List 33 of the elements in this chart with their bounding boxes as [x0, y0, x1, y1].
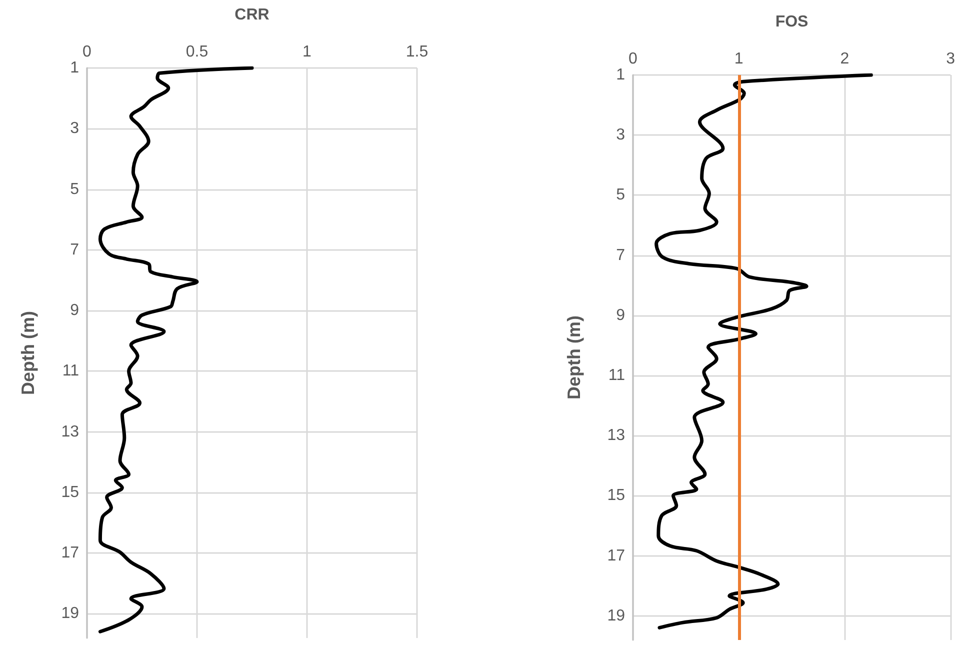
x-axis-title: CRR: [234, 6, 270, 24]
x-axis-title: FOS: [775, 14, 809, 30]
y-tick-label: 13: [607, 427, 626, 444]
x-tick-label: 0: [82, 44, 92, 60]
y-tick-label: 11: [608, 367, 626, 384]
x-tick-label: 3: [946, 50, 956, 68]
y-tick-label: 3: [70, 120, 80, 138]
y-tick-label: 1: [616, 66, 626, 84]
y-tick-label: 13: [61, 423, 80, 440]
y-tick-label: 15: [61, 484, 80, 501]
x-tick-label: 0: [628, 50, 638, 68]
y-tick-label: 11: [62, 362, 80, 380]
line-series: [654, 73, 873, 630]
y-tick-label: 17: [61, 544, 80, 562]
x-tick-label: 2: [840, 50, 850, 68]
y-axis-title: Depth (m): [18, 311, 38, 395]
y-tick-label: 17: [607, 547, 626, 564]
y-tick-label: 9: [70, 302, 80, 320]
y-tick-label: 19: [607, 607, 626, 624]
line-series: [98, 66, 254, 634]
x-tick-label: 1: [734, 50, 744, 68]
x-tick-label: 0.5: [186, 44, 208, 60]
y-tick-label: 19: [61, 605, 80, 622]
y-tick-label: 9: [616, 306, 626, 324]
y-tick-label: 5: [70, 180, 80, 198]
y-tick-label: 5: [616, 186, 626, 204]
x-tick-label: 1: [302, 44, 312, 60]
y-tick-label: 7: [616, 246, 626, 264]
y-tick-label: 7: [70, 241, 80, 258]
y-tick-label: 15: [607, 487, 626, 504]
x-tick-label: 1.5: [406, 44, 428, 60]
y-tick-label: 3: [616, 126, 626, 144]
y-axis-title: Depth (m): [564, 316, 584, 400]
